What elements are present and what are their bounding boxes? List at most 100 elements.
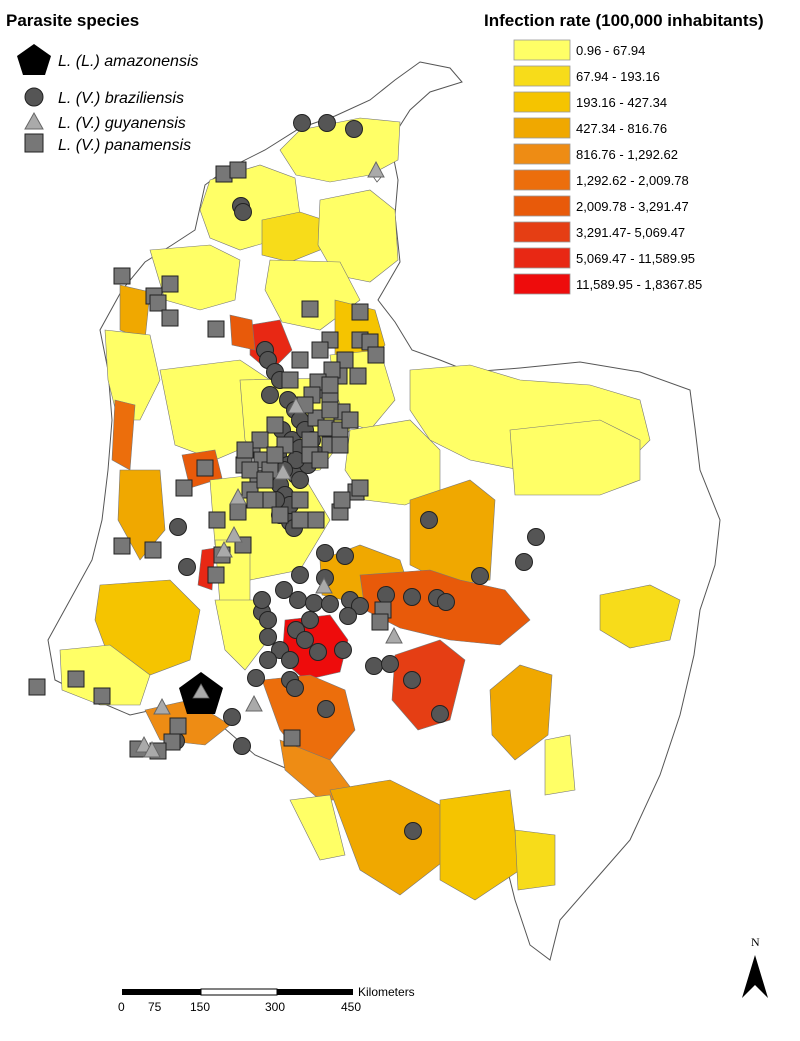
braziliensis-point <box>296 631 314 649</box>
panamensis-point <box>367 346 385 364</box>
species-item-label: L. (V.) guyanensis <box>58 115 186 132</box>
panamensis-point <box>333 491 351 509</box>
panamensis-point <box>113 537 131 555</box>
scale-bar-seg-4 <box>277 989 353 995</box>
panamensis-point <box>311 451 329 469</box>
rate-label: 1,292.62 - 2,009.78 <box>576 173 689 188</box>
pentagon-marks <box>179 672 223 714</box>
rate-label: 816.76 - 1,292.62 <box>576 147 678 162</box>
braziliensis-point <box>345 120 363 138</box>
rate-swatch <box>513 247 571 269</box>
braziliensis-point <box>403 588 421 606</box>
braziliensis-point <box>253 591 271 609</box>
square-symbol <box>24 133 44 153</box>
panamensis-point <box>207 566 225 584</box>
rate-swatch <box>513 273 571 295</box>
region-guainia <box>599 584 681 649</box>
species-item-label: L. (V.) braziliensis <box>58 90 184 107</box>
guyanensis-point <box>367 160 385 178</box>
region-meta-south <box>391 639 466 731</box>
species-item-label: L. (L.) amazonensis <box>58 53 199 70</box>
panamensis-point <box>341 411 359 429</box>
panamensis-point <box>208 511 226 529</box>
braziliensis-point <box>286 679 304 697</box>
region-amazonas-west <box>289 794 346 861</box>
braziliensis-point <box>259 611 277 629</box>
panamensis-point <box>301 431 319 449</box>
rate-swatch <box>513 221 571 243</box>
rate-label: 2,009.78 - 3,291.47 <box>576 199 689 214</box>
region-cesar <box>317 189 399 283</box>
braziliensis-point <box>339 607 357 625</box>
panamensis-point <box>271 506 289 524</box>
panamensis-point <box>163 733 181 751</box>
panamensis-point <box>236 441 254 459</box>
region-amazonas-east <box>439 789 521 901</box>
species-item-guyanensis: L. (V.) guyanensis <box>24 111 186 132</box>
species-item-panamensis: L. (V.) panamensis <box>24 133 191 154</box>
panamensis-point <box>331 436 349 454</box>
north-arrow: N <box>742 935 768 998</box>
braziliensis-point <box>169 518 187 536</box>
braziliensis-point <box>471 567 489 585</box>
braziliensis-point <box>334 641 352 659</box>
rate-legend-title: Infection rate (100,000 inhabitants) <box>484 11 764 30</box>
panamensis-point <box>144 541 162 559</box>
braziliensis-point <box>351 597 369 615</box>
guyanensis-point <box>192 683 210 699</box>
panamensis-point <box>229 161 247 179</box>
scale-tick-label: 300 <box>265 1000 285 1014</box>
panamensis-point <box>371 613 389 631</box>
pentagon-symbol <box>17 44 51 75</box>
braziliensis-point <box>259 651 277 669</box>
braziliensis-point <box>317 700 335 718</box>
rate-label: 193.16 - 427.34 <box>576 95 667 110</box>
species-item-amazonensis: L. (L.) amazonensis <box>17 44 199 75</box>
region-amazonas-far-east <box>514 829 556 891</box>
panamensis-point <box>93 687 111 705</box>
circle-symbol <box>24 87 44 107</box>
guyanensis-point <box>287 396 305 414</box>
region-antioquia-mid <box>229 314 256 351</box>
braziliensis-point <box>527 528 545 546</box>
rate-label: 427.34 - 816.76 <box>576 121 667 136</box>
panamensis-point <box>169 717 187 735</box>
braziliensis-point <box>281 651 299 669</box>
panamensis-point <box>161 309 179 327</box>
braziliensis-point <box>233 737 251 755</box>
panamensis-point <box>229 503 247 521</box>
panamensis-point <box>281 371 299 389</box>
region-vichada <box>509 419 641 496</box>
braziliensis-point <box>178 558 196 576</box>
species-legend: Parasite species L. (L.) amazonensis L. … <box>6 11 199 154</box>
panamensis-point <box>266 416 284 434</box>
braziliensis-point <box>403 671 421 689</box>
rate-legend-rows: 0.96 - 67.94 67.94 - 193.16 193.16 - 427.3… <box>513 39 702 295</box>
guyanensis-point <box>153 697 171 715</box>
panamensis-point <box>336 351 354 369</box>
braziliensis-point <box>223 708 241 726</box>
region-vaupes <box>544 734 576 796</box>
triangle-marks <box>135 160 403 758</box>
braziliensis-point <box>261 386 279 404</box>
guyanensis-point <box>215 540 233 558</box>
rate-label: 0.96 - 67.94 <box>576 43 645 58</box>
rate-legend: Infection rate (100,000 inhabitants) 0.9… <box>484 11 764 295</box>
braziliensis-point <box>309 643 327 661</box>
rate-swatch <box>513 39 571 61</box>
region-meta-north <box>409 479 496 586</box>
braziliensis-point <box>431 705 449 723</box>
braziliensis-point <box>259 628 277 646</box>
panamensis-point <box>241 461 259 479</box>
panamensis-point <box>301 300 319 318</box>
panamensis-point <box>291 491 309 509</box>
region-caqueta <box>261 674 356 761</box>
north-arrow-label: N <box>751 935 760 949</box>
scale-bar-seg-1 <box>122 989 156 995</box>
braziliensis-point <box>247 669 265 687</box>
guyanensis-point <box>274 462 292 480</box>
braziliensis-point <box>291 471 309 489</box>
region-cauca <box>94 579 201 676</box>
triangle-symbol <box>24 111 44 130</box>
square-marks <box>28 161 392 760</box>
